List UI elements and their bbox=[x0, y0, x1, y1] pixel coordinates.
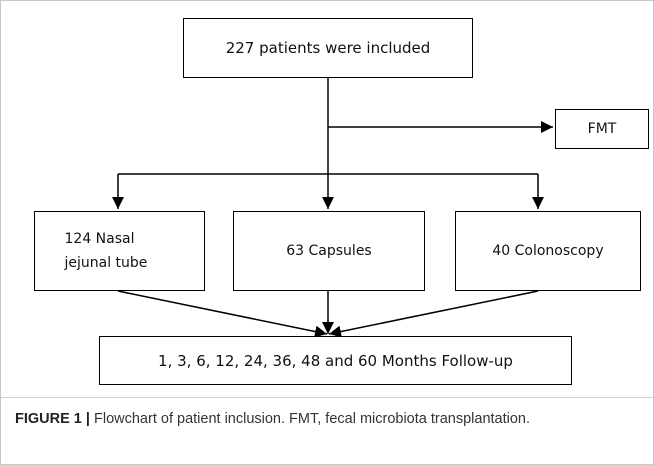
caption-body: Flowchart of patient inclusion. FMT, fec… bbox=[94, 411, 531, 427]
node: 40 Colonoscopy bbox=[455, 211, 641, 291]
caption-label: FIGURE 1 | bbox=[15, 411, 90, 427]
node-label: 1, 3, 6, 12, 24, 36, 48 and 60 Months Fo… bbox=[158, 351, 513, 370]
node: 124 Nasal jejunal tube bbox=[34, 211, 205, 291]
arrow bbox=[328, 290, 539, 338]
arrow bbox=[117, 290, 328, 338]
connectors bbox=[112, 78, 553, 338]
node: 227 patients were included bbox=[183, 18, 473, 78]
node-label: 227 patients were included bbox=[225, 39, 431, 57]
node-label: FMT bbox=[587, 121, 617, 137]
node-label: 63 Capsules bbox=[286, 243, 372, 259]
caption-text: FIGURE 1 | Flowchart of patient inclusio… bbox=[15, 408, 613, 430]
node-label: 124 Nasal jejunal tube bbox=[64, 231, 148, 271]
node-label: 40 Colonoscopy bbox=[492, 243, 604, 259]
caption: FIGURE 1 | Flowchart of patient inclusio… bbox=[1, 397, 653, 465]
node: 63 Capsules bbox=[233, 211, 425, 291]
node: 1, 3, 6, 12, 24, 36, 48 and 60 Months Fo… bbox=[99, 336, 572, 385]
node: FMT bbox=[555, 109, 649, 149]
